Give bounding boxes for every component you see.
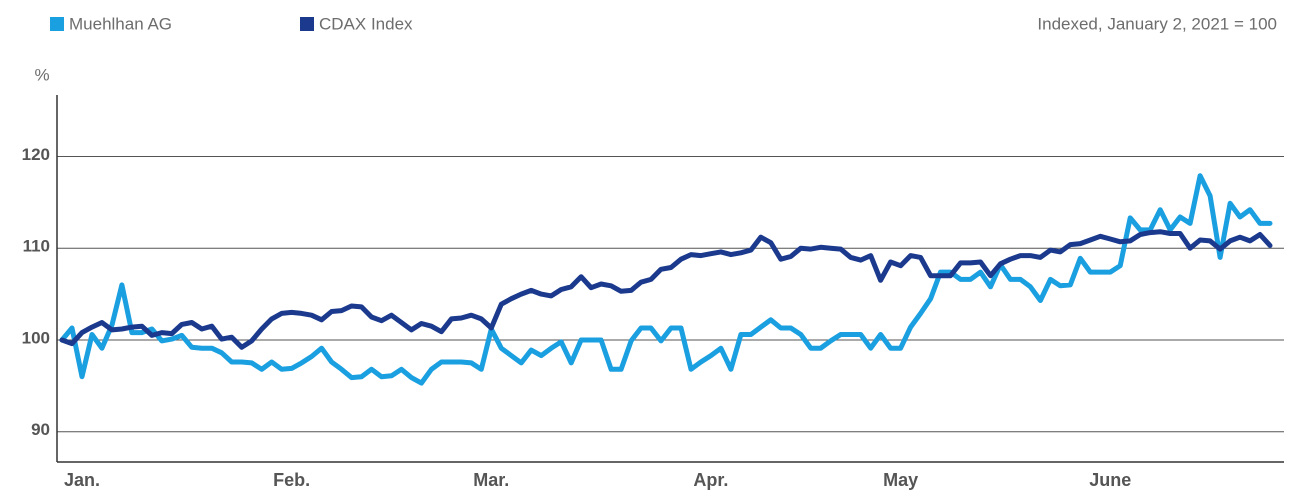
series-line xyxy=(59,173,1273,386)
x-tick-label: Apr. xyxy=(693,470,728,490)
legend-swatch xyxy=(300,17,314,31)
x-tick-label: May xyxy=(883,470,918,490)
x-tick-label: Feb. xyxy=(273,470,310,490)
y-axis-label: % xyxy=(34,65,49,84)
legend-label: CDAX Index xyxy=(319,14,413,33)
legend-label: Muehlhan AG xyxy=(69,14,172,33)
y-tick-label: 120 xyxy=(22,145,50,164)
legend-swatch xyxy=(50,17,64,31)
y-tick-label: 110 xyxy=(23,237,50,256)
y-tick-label: 100 xyxy=(22,328,50,347)
x-tick-label: Mar. xyxy=(473,470,509,490)
series-line xyxy=(59,229,1273,350)
chart-note: Indexed, January 2, 2021 = 100 xyxy=(1037,14,1277,33)
x-tick-label: June xyxy=(1089,470,1131,490)
y-tick-label: 90 xyxy=(31,420,50,439)
x-tick-label: Jan. xyxy=(64,470,100,490)
